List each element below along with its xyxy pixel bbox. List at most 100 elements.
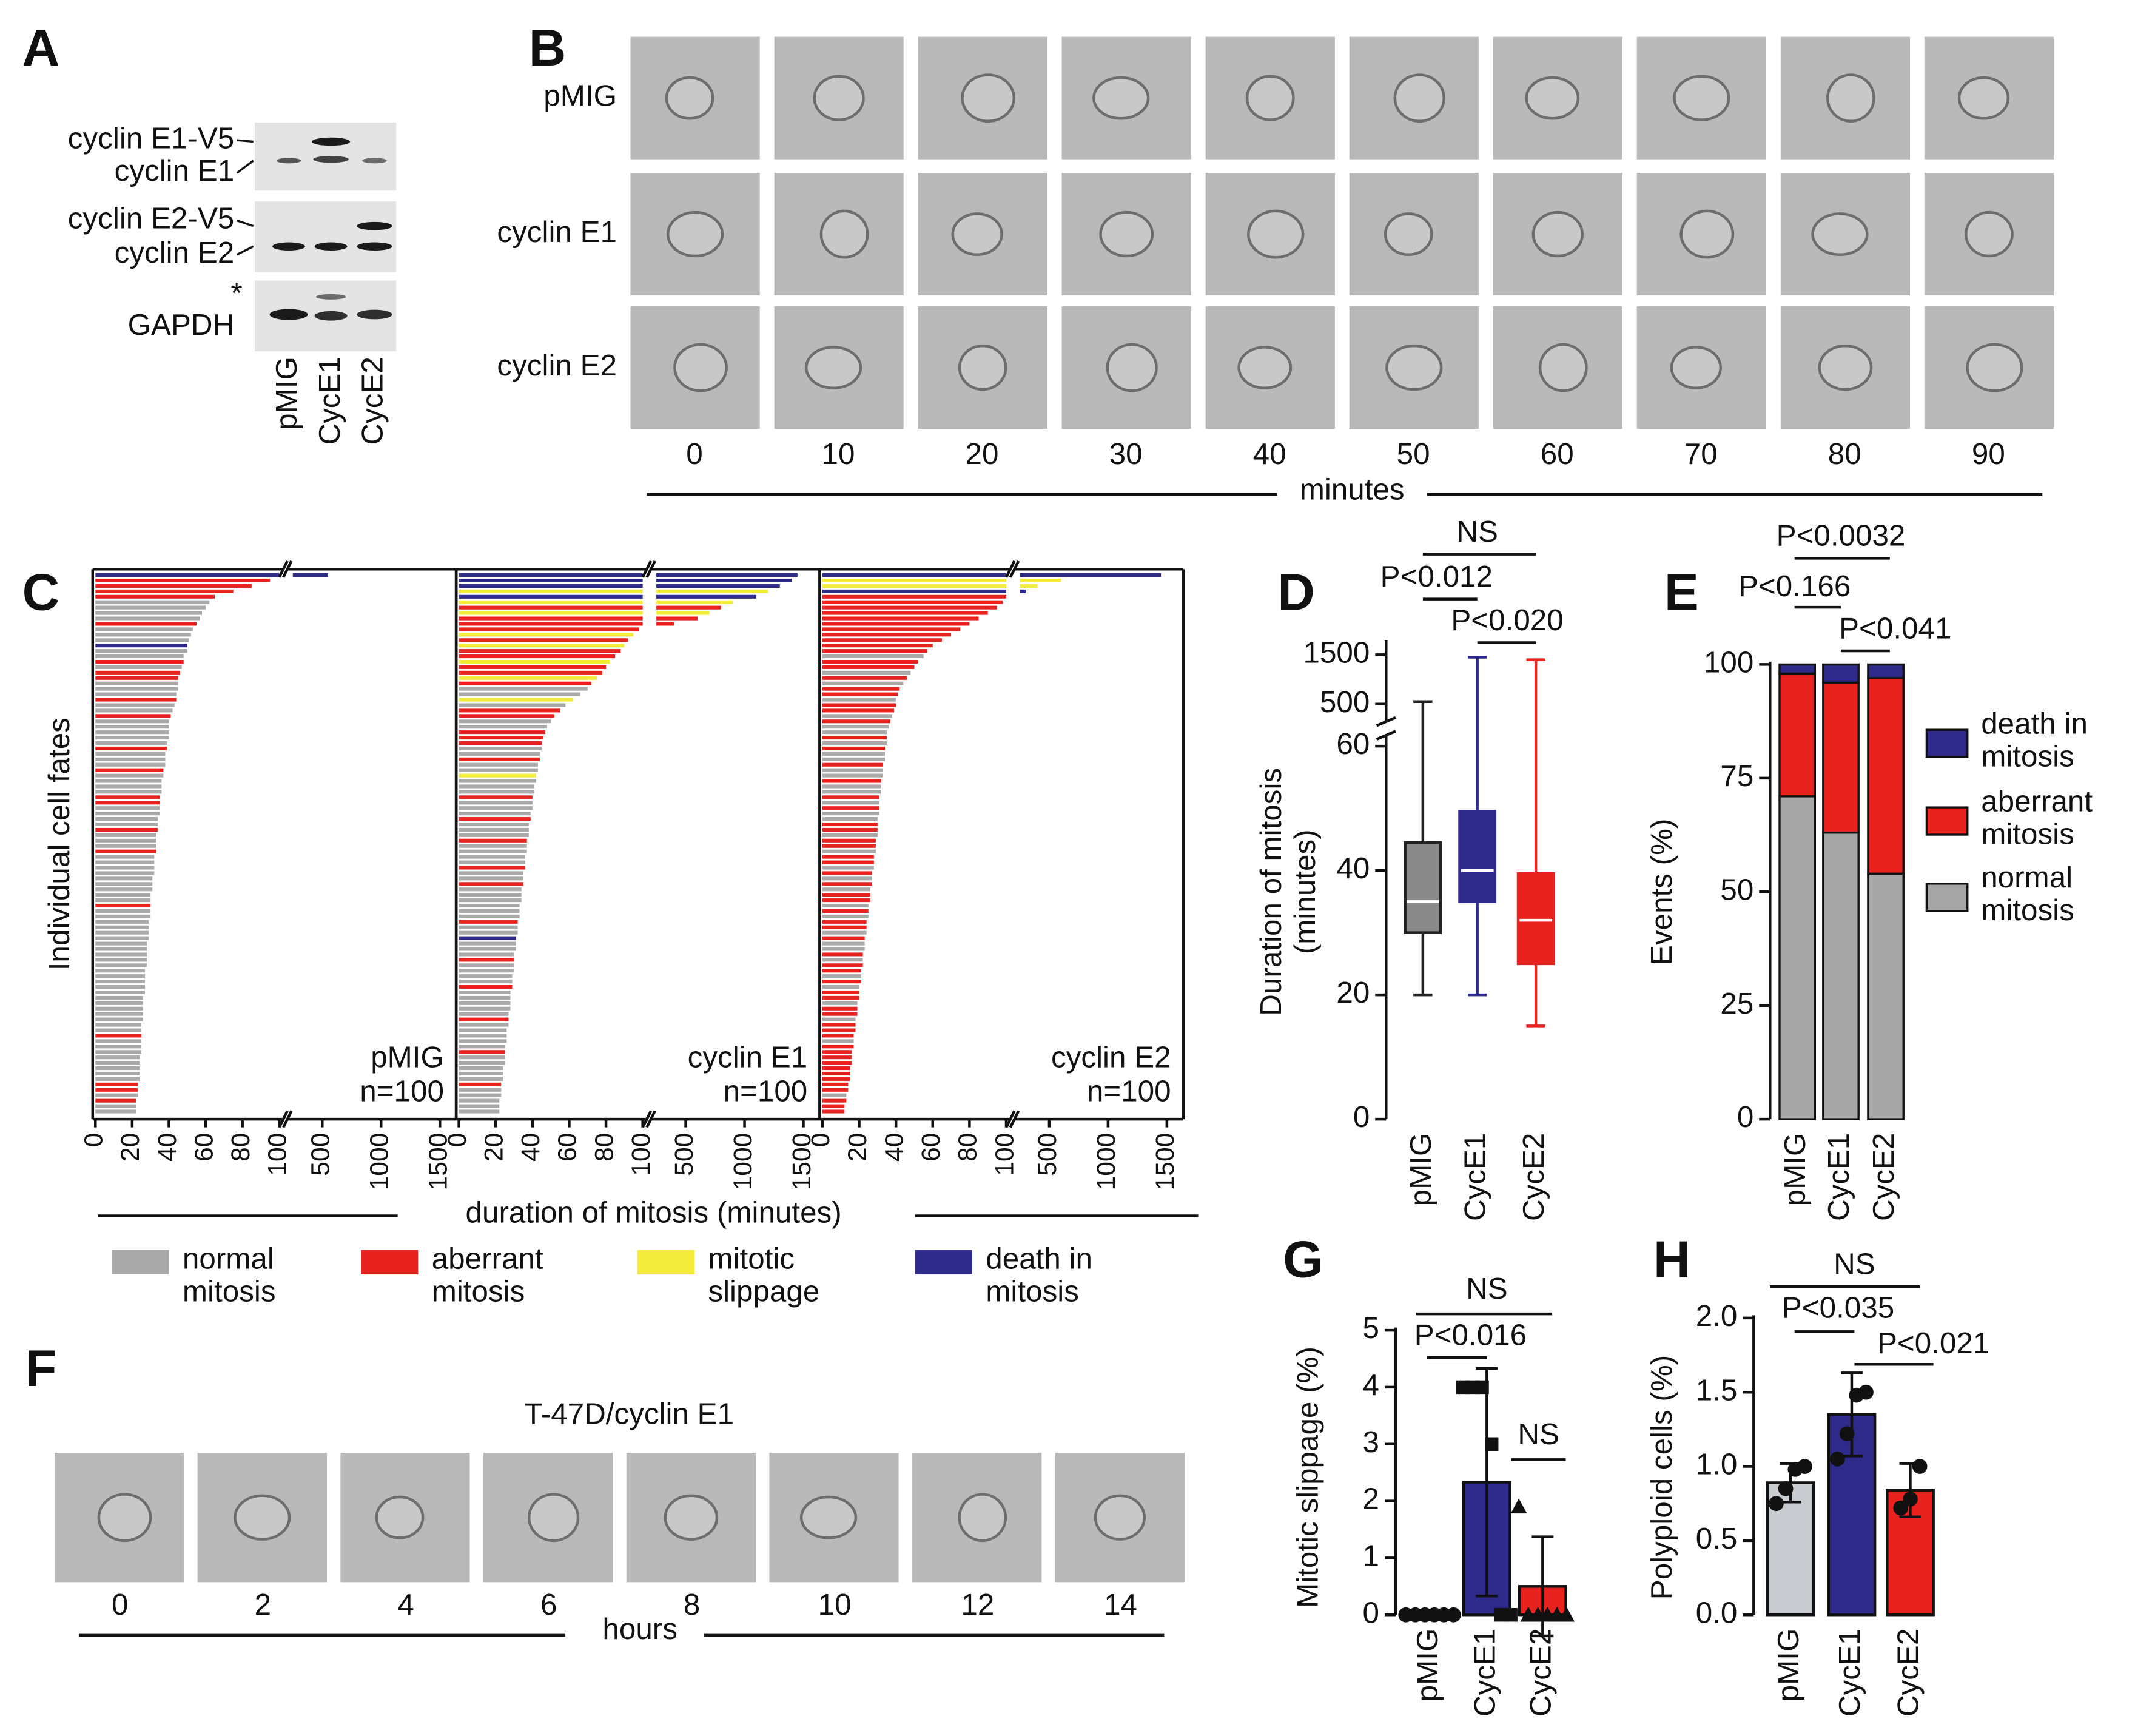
panel-label: C [22,564,60,622]
box [1516,872,1555,966]
cell-fate-bar [822,1093,847,1097]
x-tick-label: 500 [670,1133,699,1176]
x-tick-label: 20 [479,1133,508,1162]
row-label: pMIG [543,79,617,113]
cell-fate-bar [95,633,191,637]
legend-swatch [360,1250,419,1275]
data-point [1510,1498,1527,1514]
y-tick-label: 50 [1720,873,1753,906]
data-point [1858,1384,1874,1400]
cell-fate-bar [95,670,180,675]
cell-fate-bar [822,773,883,778]
cell-fate-bar [822,1055,852,1060]
y-axis-title: Mitotic slippage (%) [1291,1347,1325,1608]
cell-fate-bar [95,1109,136,1114]
cell-fate-bar [459,1006,511,1011]
legend-label: mitosis [986,1275,1079,1308]
x-tick-label: pMIG [1404,1133,1437,1206]
cell-fate-bar [459,980,513,984]
significance-label: P<0.166 [1738,570,1851,603]
blot-label: cyclin E1 [115,154,235,187]
cell-fate-bar [459,947,516,951]
cell-fate-bar [95,605,206,610]
x-tick-label: 60 [553,1133,582,1162]
cell-fate-bar [95,909,151,913]
legend-swatch [637,1250,694,1275]
cell-fate-bar [459,838,527,843]
cell-fate-bar [95,1093,138,1097]
cell-fate-bar [95,676,178,680]
y-tick-label: 5 [1363,1311,1379,1345]
cell-fate-bar [95,611,203,615]
x-tick-label: 0 [443,1133,472,1148]
x-tick-label: 1500 [423,1133,452,1191]
cell-fate-bar [459,1023,509,1027]
time-label: 6 [540,1588,557,1621]
cell-fate-bar [822,860,874,864]
cell-fate-bar [822,974,861,978]
cell-fate-bar [459,936,516,940]
cell-fate-bar [459,1082,502,1086]
cell-fate-bar [95,925,149,929]
cell-fate-bar [459,719,551,724]
cell-fate-bar [95,801,160,805]
cell-fate-bar [822,1104,845,1108]
cell-fate-bar [95,768,164,772]
cell-fate-bar [822,958,863,962]
cell-fate-bar [822,984,859,989]
bar-segment [1822,681,1860,834]
cell-fate-bar [822,838,876,843]
cell-fate-bar [95,984,146,989]
cell-fate-bar [822,882,872,886]
significance-label: P<0.0032 [1777,519,1906,553]
cell-fate-bar [95,990,146,995]
cell-fate-bar [822,719,891,724]
legend-swatch [915,1250,972,1275]
cell-fate-bar [459,871,523,875]
cell-fate-bar [95,1045,142,1049]
cell-fate-bar [822,584,1038,588]
x-tick-label: 40 [153,1133,182,1162]
time-label: 70 [1684,437,1718,471]
cell [813,75,865,121]
cell-fate-bar [459,584,780,588]
cell-fate-bar [459,594,756,599]
cell [961,73,1016,123]
sample-size: n=100 [724,1075,808,1108]
cell-fate-bar [95,784,162,789]
cell-fate-bar [459,762,538,767]
cell-fate-bar [822,903,869,908]
y-axis-title: (minutes) [1288,829,1322,954]
cell [1384,212,1433,257]
data-point [1485,1437,1499,1451]
cell-fate-bar [95,812,160,816]
significance-label: P<0.016 [1414,1318,1527,1351]
y-tick-label: 1.0 [1696,1448,1738,1481]
cell [1247,209,1305,259]
cell-fate-bar [822,627,961,631]
time-label: 0 [686,437,702,471]
time-label: 0 [112,1588,128,1621]
panel-label: H [1653,1231,1691,1289]
cell-fate-bar [459,1109,500,1114]
time-label: 30 [1109,437,1143,471]
x-tick-label: 1000 [365,1133,394,1191]
cell-fate-bar [822,1066,850,1071]
cell-fate-bar [459,768,538,772]
cell-fate-bar [95,638,189,642]
cell-fate-bar [459,1093,502,1097]
cell-fate-bar [822,703,896,707]
cell-fate-bar [822,909,869,913]
cell-fate-bar [459,887,522,892]
time-label: 80 [1828,437,1861,471]
cell-fate-bar [822,812,879,816]
cell-fate-bar [822,1077,850,1081]
y-tick-label: 1 [1363,1539,1379,1572]
cell-fate-bar [95,1006,144,1011]
cell-fate-bar [822,963,863,967]
time-label: 40 [1253,437,1286,471]
x-tick-label: pMIG [1411,1629,1444,1702]
cell-fate-bar [459,893,522,897]
y-tick-label: 20 [1336,976,1370,1009]
cell-fate-bar [459,920,518,924]
